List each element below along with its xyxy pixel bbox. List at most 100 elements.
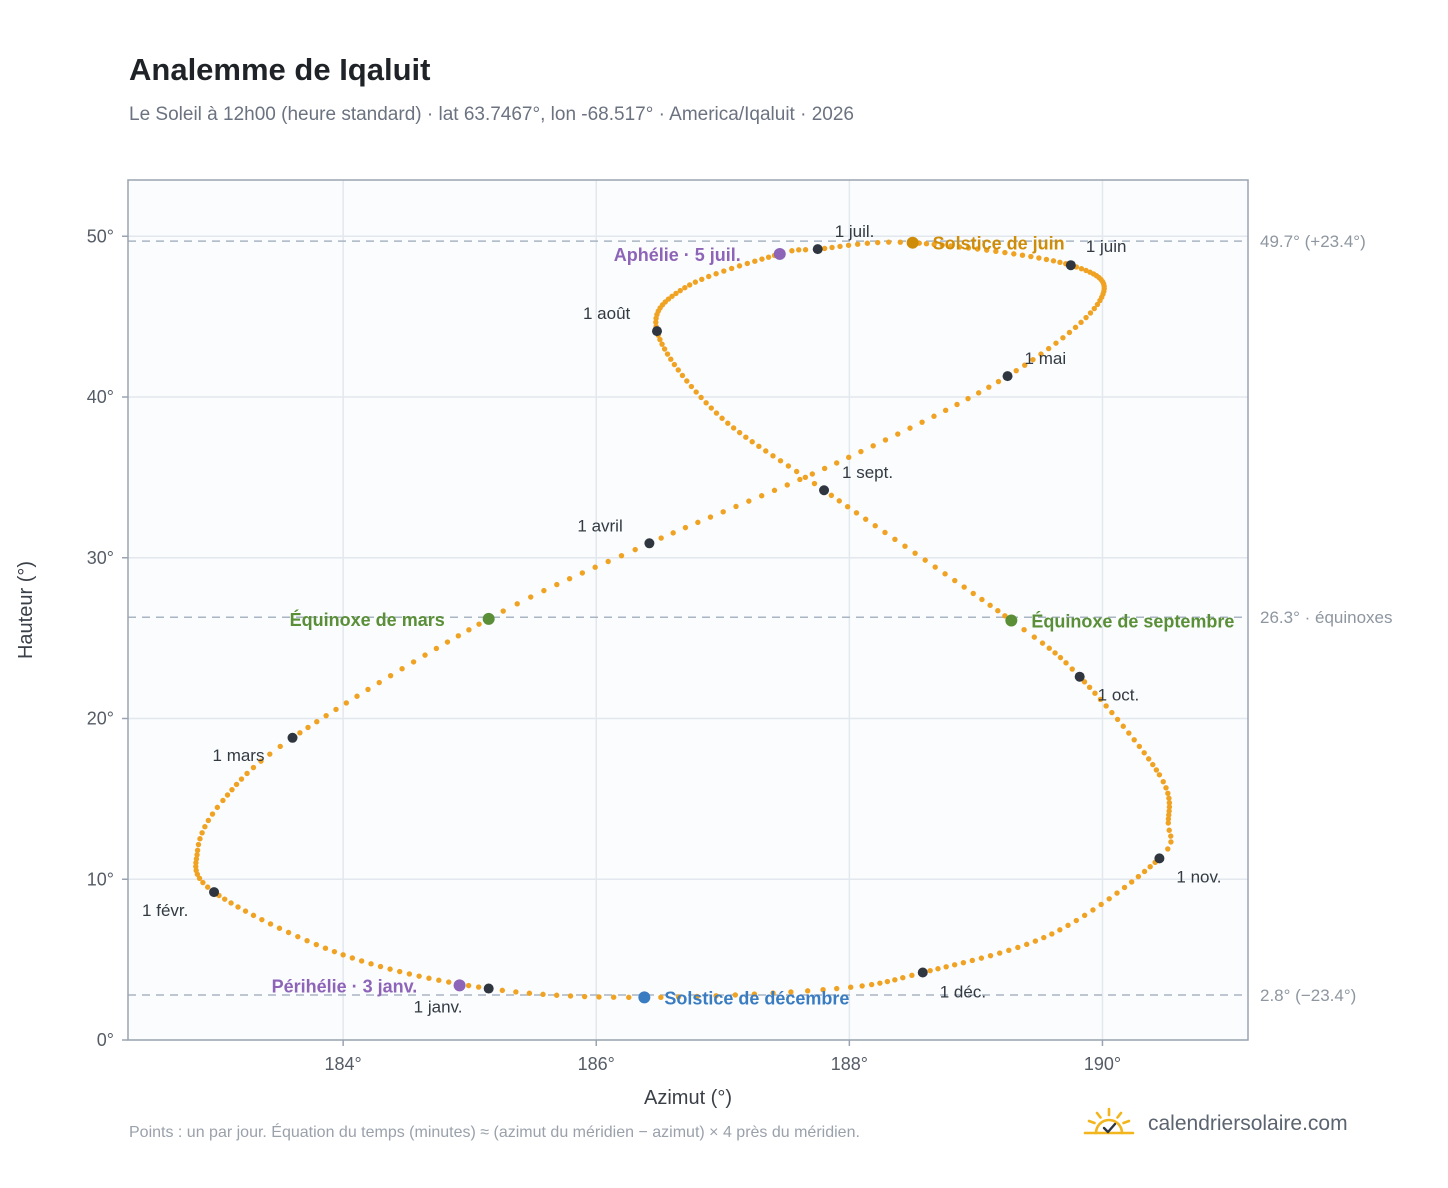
daily-sun-point [514, 601, 520, 607]
month-point [812, 244, 823, 255]
daily-sun-point [333, 706, 339, 713]
daily-sun-point [242, 908, 249, 914]
daily-sun-point [313, 941, 320, 948]
daily-sun-point [1046, 645, 1052, 651]
daily-sun-point [195, 841, 202, 848]
daily-sun-point [686, 282, 693, 288]
daily-sun-point [1083, 267, 1089, 274]
daily-sun-point [1141, 750, 1147, 756]
daily-sun-point [194, 847, 201, 854]
daily-sun-point [322, 945, 329, 951]
daily-sun-point [250, 764, 257, 771]
event-point [482, 612, 495, 625]
x-axis-ticks: 184° 186° 188° 190° [325, 1040, 1121, 1074]
daily-sun-point [295, 933, 301, 940]
daily-sun-point [1015, 944, 1021, 951]
daily-sun-point [653, 315, 659, 321]
daily-sun-point [728, 265, 735, 272]
daily-sun-point [777, 458, 784, 464]
daily-sun-point [1021, 627, 1027, 633]
daily-sun-point [960, 959, 967, 966]
daily-sun-point [1092, 690, 1098, 696]
month-point [1074, 671, 1085, 682]
daily-sun-point [553, 992, 560, 998]
daily-sun-point [870, 443, 876, 449]
daily-sun-point [1036, 255, 1042, 261]
daily-sun-point [193, 856, 200, 862]
daily-sun-point [1166, 800, 1173, 806]
daily-sun-point [771, 487, 778, 494]
event-label: Solstice de décembre [664, 988, 849, 1008]
daily-sun-point [802, 247, 809, 253]
daily-sun-point [965, 395, 971, 402]
daily-sun-point [331, 948, 338, 955]
daily-sun-point [258, 758, 264, 764]
daily-sun-point [323, 712, 329, 719]
daily-sun-point [581, 993, 588, 1000]
month-point [819, 485, 830, 496]
daily-sun-point [942, 407, 949, 414]
daily-sun-point [974, 246, 981, 252]
daily-sun-point [828, 492, 835, 499]
daily-sun-point [1045, 345, 1052, 352]
daily-sun-point [229, 786, 235, 793]
y-axis-ticks: 0° 10° 20° 30° 40° 50° [87, 226, 128, 1050]
month-point [651, 326, 662, 337]
daily-sun-point [250, 912, 257, 919]
month-label: 1 févr. [142, 901, 188, 920]
daily-sun-point [932, 564, 938, 570]
daily-sun-point [410, 659, 417, 665]
daily-sun-point [1166, 804, 1173, 810]
daily-sun-point [713, 993, 719, 999]
daily-sun-point [1081, 912, 1088, 919]
daily-sun-point [1166, 827, 1172, 833]
month-label: 1 août [583, 304, 631, 323]
daily-sun-point [987, 952, 994, 959]
daily-sun-point [592, 564, 598, 570]
daily-sun-point [796, 247, 802, 253]
x-axis-title: Azimut (°) [644, 1087, 732, 1109]
daily-sun-point [875, 239, 881, 246]
brand-name[interactable]: calendriersolaire.com [1148, 1112, 1348, 1135]
event-label: Périhélie · 3 janv. [272, 976, 418, 996]
plot-area [128, 180, 1248, 1040]
daily-sun-point [931, 413, 937, 419]
daily-sun-point [193, 860, 199, 866]
daily-sun-point [1165, 790, 1171, 797]
daily-sun-point [1006, 947, 1012, 954]
daily-sun-point [693, 389, 699, 395]
month-label: 1 nov. [1176, 867, 1221, 886]
daily-sun-point [1011, 251, 1017, 257]
daily-sun-point [837, 243, 843, 250]
daily-sun-point [719, 415, 725, 421]
daily-sun-point [902, 543, 908, 549]
daily-sun-point [541, 587, 547, 594]
daily-sun-point [233, 781, 240, 788]
daily-sun-point [1063, 660, 1069, 666]
daily-sun-point [1041, 934, 1047, 941]
daily-sun-point [682, 524, 689, 531]
y-tick-label: 40° [87, 387, 114, 407]
daily-sun-point [396, 968, 403, 975]
brand[interactable]: calendriersolaire.com [1082, 1106, 1348, 1142]
daily-sun-point [707, 514, 714, 520]
daily-sun-point [399, 666, 405, 672]
daily-sun-point [923, 241, 930, 247]
daily-sun-point [858, 448, 864, 455]
daily-sun-point [834, 460, 840, 466]
event-point [453, 979, 466, 992]
daily-sun-point [1087, 310, 1094, 316]
daily-sun-point [1053, 340, 1059, 346]
daily-sun-point [993, 248, 999, 255]
daily-sun-point [596, 994, 602, 1000]
daily-sun-point [1022, 362, 1028, 368]
daily-sun-point [965, 245, 972, 251]
daily-sun-point [688, 383, 695, 390]
daily-sun-point [1145, 756, 1152, 762]
daily-sun-point [1002, 249, 1008, 256]
event-label: Solstice de juin [933, 234, 1065, 254]
daily-sun-point [1028, 253, 1034, 260]
daily-sun-point [1019, 252, 1026, 258]
daily-sun-point [305, 724, 311, 731]
daily-sun-point [1078, 319, 1084, 326]
